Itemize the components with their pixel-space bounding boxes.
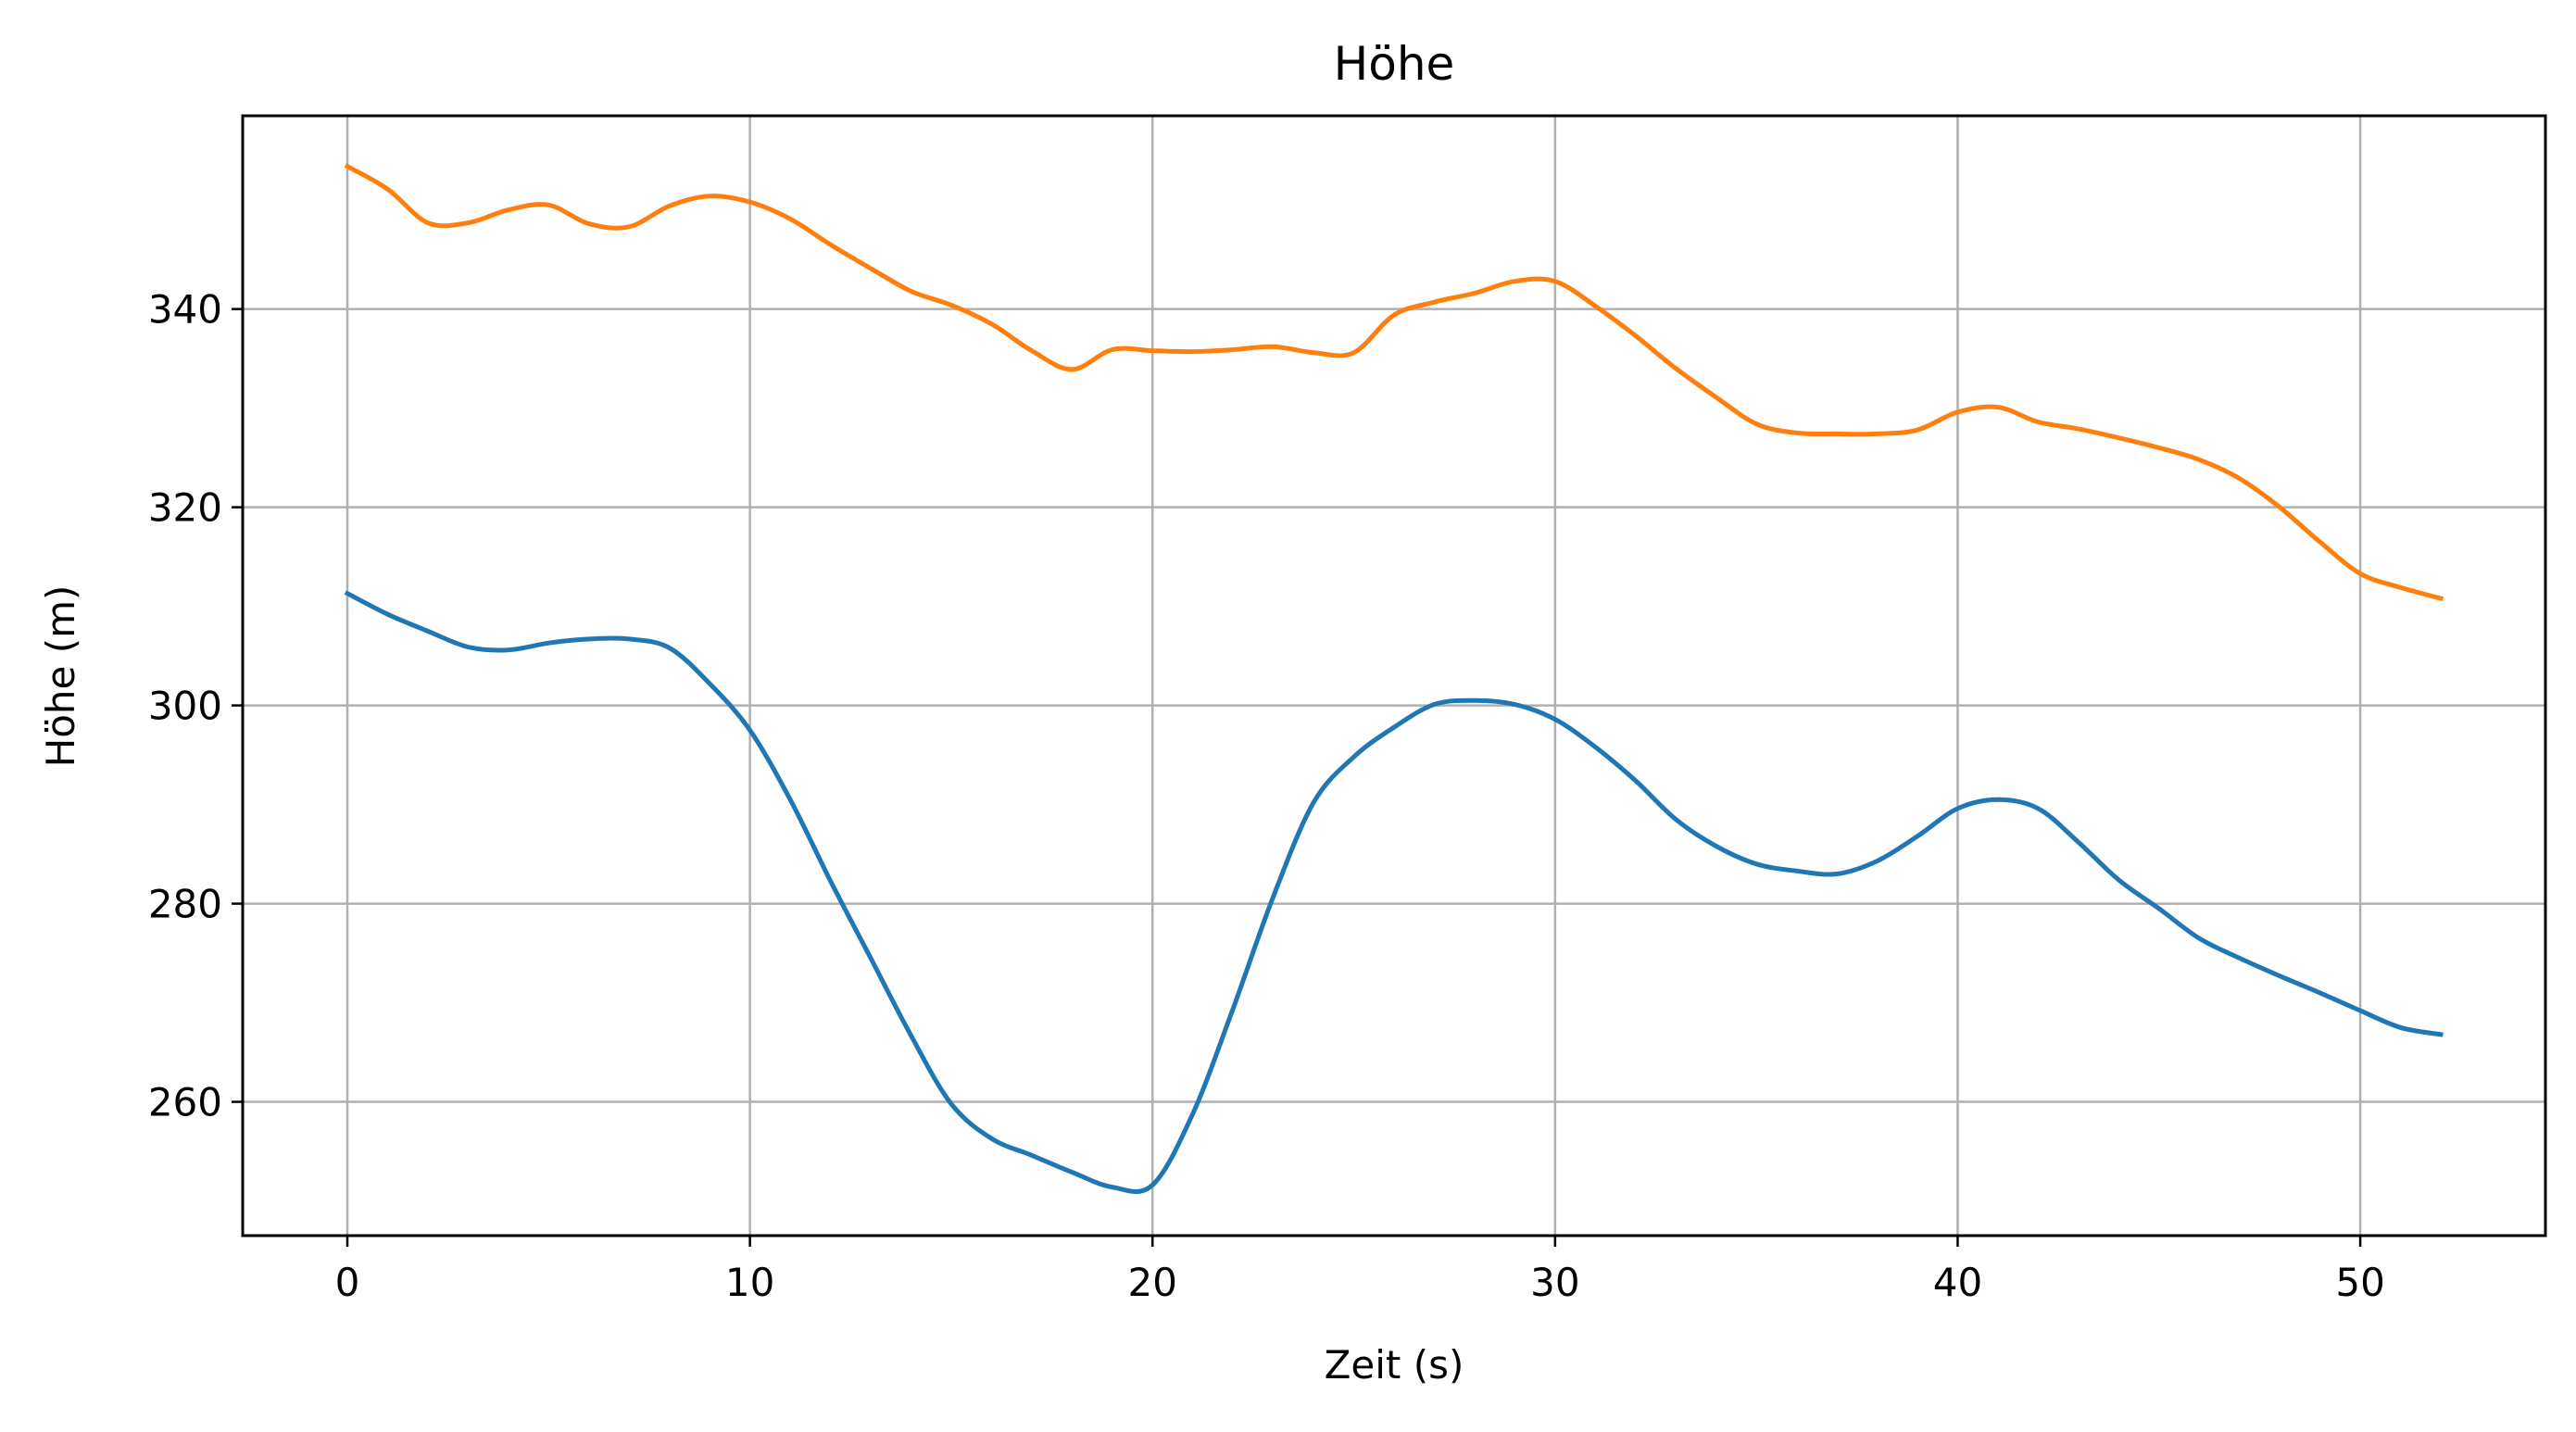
y-axis-label: Höhe (m) [38, 585, 83, 768]
x-tick-label: 10 [725, 1260, 774, 1305]
y-tick-label: 300 [148, 684, 222, 729]
series-line-1 [344, 590, 2444, 1195]
x-tick-label: 20 [1128, 1260, 1177, 1305]
chart-title: Höhe [1334, 37, 1455, 91]
y-tick-label: 280 [148, 882, 222, 927]
y-tick-label: 340 [148, 287, 222, 333]
tick-layer: 0 10 20 30 40 50 260 280 300 320 340 [148, 287, 2385, 1305]
y-tick-label: 260 [148, 1080, 222, 1125]
plot-frame [241, 114, 2547, 1237]
x-tick-label: 30 [1530, 1260, 1579, 1305]
x-tick-label: 0 [335, 1260, 360, 1305]
series-layer [344, 163, 2444, 1195]
y-tick-label: 320 [148, 485, 222, 531]
grid-layer [243, 116, 2545, 1236]
series-line-2 [344, 163, 2444, 602]
x-tick-label: 50 [2335, 1260, 2384, 1305]
x-axis-label: Zeit (s) [1325, 1342, 1464, 1388]
x-tick-label: 40 [1933, 1260, 1982, 1305]
